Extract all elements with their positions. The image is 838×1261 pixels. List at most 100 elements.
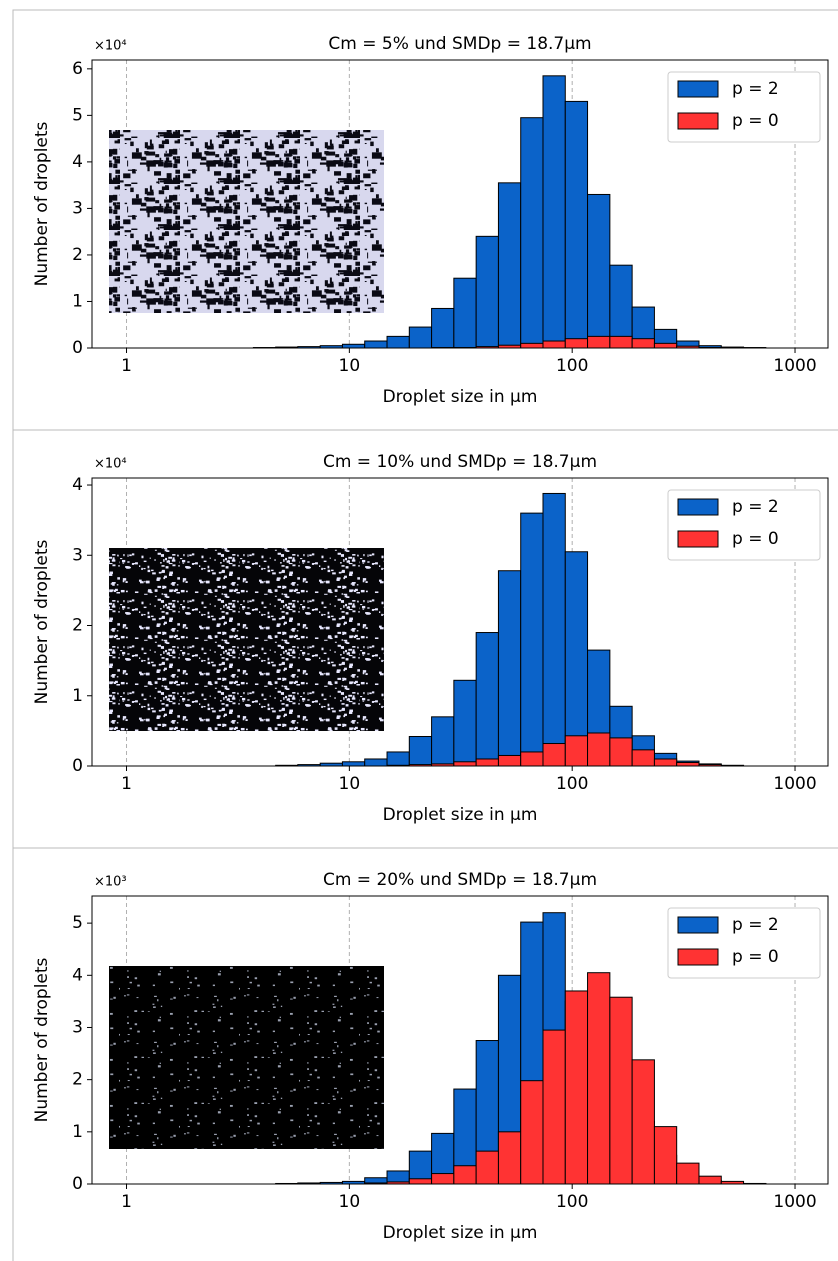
- x-tick-label: 1000: [773, 356, 816, 376]
- histogram-bar: [564, 100, 589, 349]
- y-offset-label: ×10⁴: [94, 39, 127, 54]
- inset-image: [109, 130, 384, 313]
- histogram-bar: [408, 326, 433, 349]
- histogram-bar: [587, 972, 611, 1185]
- histogram-bar: [453, 277, 477, 349]
- histogram-bar: [542, 492, 566, 767]
- y-tick-label: 2: [72, 245, 83, 265]
- histogram-bar: [520, 117, 544, 349]
- histogram-bar: [475, 1150, 499, 1185]
- chart-title: Cm = 5% und SMDp = 18.7µm: [328, 34, 591, 54]
- y-tick-label: 4: [72, 152, 83, 172]
- histogram-bar: [609, 737, 633, 767]
- legend-swatch: [677, 530, 719, 548]
- y-tick-label: 0: [72, 338, 83, 358]
- histogram-bar: [497, 570, 522, 767]
- x-axis-label: Droplet size in µm: [383, 805, 538, 825]
- histogram-bar: [341, 343, 366, 349]
- histogram-bar: [386, 335, 410, 349]
- y-offset-label: ×10³: [94, 875, 127, 890]
- histogram-bar: [564, 735, 589, 767]
- histogram-bar: [453, 1165, 477, 1185]
- legend-swatch: [677, 948, 719, 966]
- histogram-bar: [497, 182, 522, 349]
- histogram-bar: [609, 996, 633, 1185]
- histogram-bar: [431, 1173, 455, 1185]
- x-axis-label: Droplet size in µm: [383, 1223, 538, 1243]
- x-tick-label: 1000: [773, 774, 816, 794]
- histogram-bar: [520, 512, 544, 767]
- x-tick-label: 10: [339, 774, 361, 794]
- y-tick-label: 2: [72, 616, 83, 636]
- legend-swatch: [677, 80, 719, 98]
- histogram-bar: [587, 335, 611, 349]
- legend-swatch: [677, 112, 719, 130]
- y-offset-label: ×10⁴: [94, 457, 127, 472]
- x-axis-label: Droplet size in µm: [383, 387, 538, 407]
- legend-label: p = 0: [732, 529, 779, 549]
- histogram-bar: [587, 732, 611, 767]
- y-tick-label: 1: [72, 686, 83, 706]
- panel-frame: [12, 847, 838, 1261]
- y-tick-label: 3: [72, 545, 83, 565]
- histogram-bar: [408, 735, 433, 767]
- y-tick-label: 5: [72, 105, 83, 125]
- axes-frame: [91, 59, 829, 349]
- histogram-bar: [497, 1131, 522, 1185]
- histogram-bar: [653, 342, 678, 349]
- histogram-bar: [520, 751, 544, 767]
- chart-title: Cm = 20% und SMDp = 18.7µm: [323, 870, 597, 890]
- chart-title: Cm = 10% und SMDp = 18.7µm: [323, 452, 597, 472]
- y-tick-label: 4: [72, 475, 83, 495]
- y-tick-label: 3: [72, 1017, 83, 1037]
- y-axis-label: Number of droplets: [32, 539, 52, 704]
- histogram-bar: [698, 1175, 722, 1185]
- histogram-bar: [520, 1080, 544, 1185]
- histogram-bar: [653, 1126, 678, 1185]
- legend-label: p = 2: [732, 915, 779, 935]
- y-tick-label: 3: [72, 198, 83, 218]
- histogram-bar: [653, 758, 678, 767]
- x-tick-label: 1000: [773, 1192, 816, 1212]
- legend-swatch: [677, 498, 719, 516]
- y-tick-label: 0: [72, 1174, 83, 1194]
- histogram-bar: [542, 75, 566, 349]
- histogram-bar: [453, 761, 477, 767]
- histogram-bar: [564, 338, 589, 349]
- histogram-bar: [542, 1029, 566, 1185]
- legend-swatch: [677, 916, 719, 934]
- histogram-bar: [386, 751, 410, 767]
- legend-label: p = 2: [732, 497, 779, 517]
- histogram-bar: [431, 307, 455, 349]
- y-tick-label: 2: [72, 1070, 83, 1090]
- histogram-bar: [364, 758, 388, 767]
- axes-frame: [91, 895, 829, 1185]
- histogram-bar: [475, 632, 499, 767]
- histogram-bar: [341, 761, 366, 767]
- x-tick-label: 100: [556, 356, 588, 376]
- y-tick-label: 6: [72, 59, 83, 79]
- y-tick-label: 4: [72, 965, 83, 985]
- histogram-bar: [364, 340, 388, 349]
- y-axis-label: Number of droplets: [32, 957, 52, 1122]
- y-axis-label: Number of droplets: [32, 121, 52, 286]
- x-tick-label: 1: [121, 356, 132, 376]
- legend-label: p = 2: [732, 79, 779, 99]
- histogram-bar: [475, 235, 499, 349]
- legend-label: p = 0: [732, 947, 779, 967]
- histogram-bar: [631, 1059, 655, 1185]
- histogram-bar: [520, 342, 544, 349]
- axes-frame: [91, 477, 829, 767]
- histogram-bar: [408, 1178, 433, 1185]
- y-tick-label: 1: [72, 1122, 83, 1142]
- legend-label: p = 0: [732, 111, 779, 131]
- histogram-bar: [676, 761, 700, 767]
- histogram-bar: [631, 749, 655, 767]
- histogram-bar: [609, 335, 633, 349]
- histogram-bar: [542, 743, 566, 767]
- x-tick-label: 10: [339, 1192, 361, 1212]
- inset-image: [109, 548, 384, 731]
- histogram-bar: [431, 716, 455, 767]
- x-tick-label: 100: [556, 1192, 588, 1212]
